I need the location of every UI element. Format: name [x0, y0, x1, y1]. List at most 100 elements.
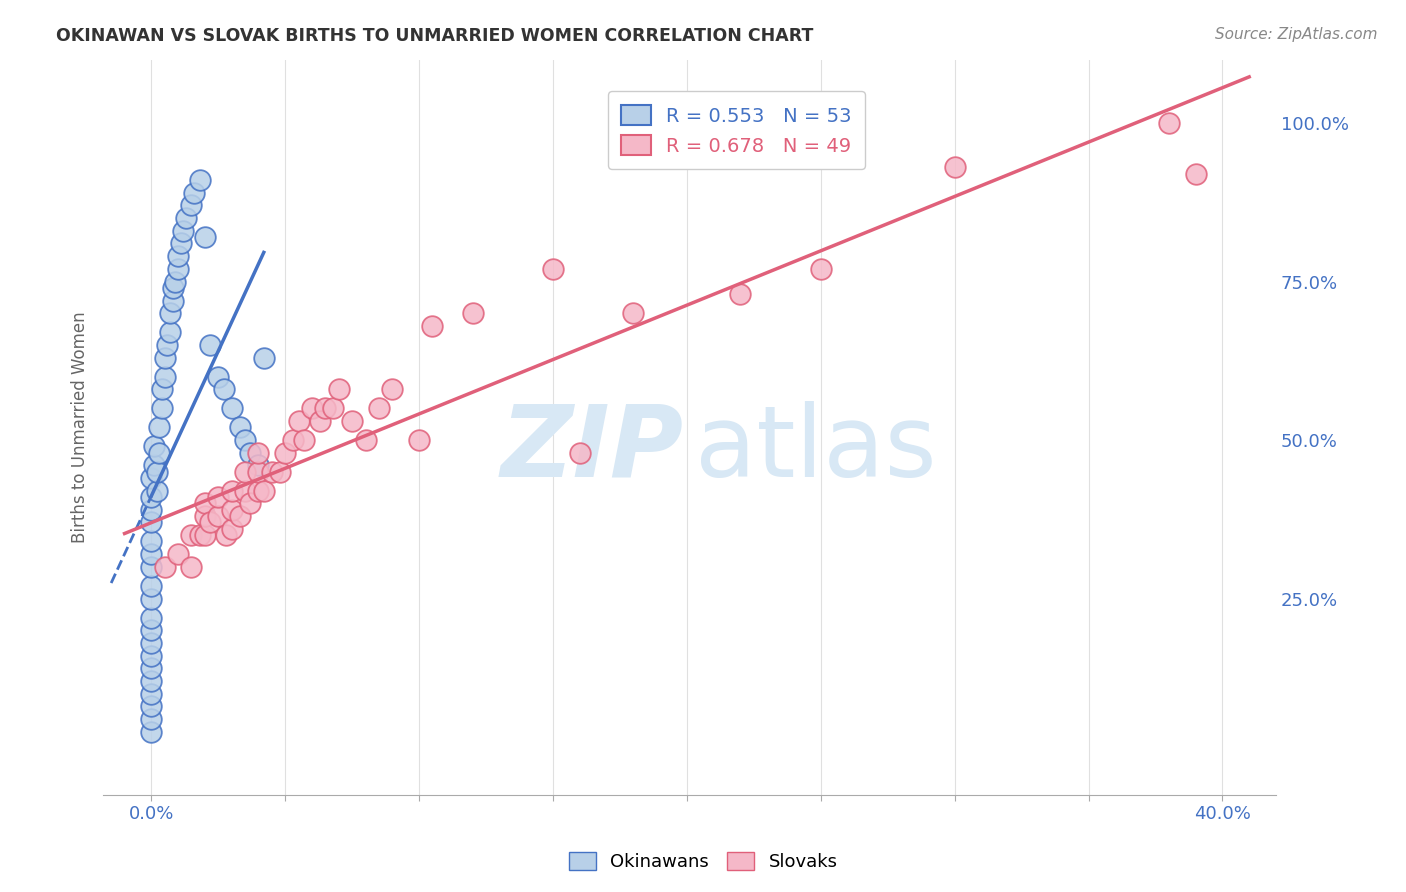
- Point: [408, 433, 430, 447]
- Point: [207, 369, 229, 384]
- Point: [247, 458, 270, 473]
- Point: [283, 433, 305, 447]
- Point: [207, 490, 229, 504]
- Point: [239, 496, 262, 510]
- Point: [247, 446, 270, 460]
- Point: [1184, 167, 1206, 181]
- Point: [162, 293, 184, 308]
- Point: [621, 306, 644, 320]
- Point: [212, 382, 235, 396]
- Point: [354, 433, 377, 447]
- Point: [194, 528, 217, 542]
- Point: [461, 306, 484, 320]
- Text: ZIP: ZIP: [501, 401, 683, 498]
- Text: OKINAWAN VS SLOVAK BIRTHS TO UNMARRIED WOMEN CORRELATION CHART: OKINAWAN VS SLOVAK BIRTHS TO UNMARRIED W…: [56, 27, 814, 45]
- Point: [233, 483, 256, 498]
- Point: [183, 186, 205, 200]
- Point: [141, 687, 163, 701]
- Point: [153, 351, 176, 365]
- Point: [159, 325, 181, 339]
- Point: [810, 261, 832, 276]
- Point: [141, 636, 163, 650]
- Point: [215, 528, 238, 542]
- Point: [162, 281, 184, 295]
- Point: [141, 661, 163, 675]
- Point: [269, 465, 291, 479]
- Point: [141, 648, 163, 663]
- Text: atlas: atlas: [696, 401, 936, 498]
- Point: [292, 433, 315, 447]
- Point: [228, 509, 250, 524]
- Point: [180, 528, 202, 542]
- Point: [143, 458, 166, 473]
- Point: [153, 559, 176, 574]
- Point: [141, 547, 163, 561]
- Point: [287, 414, 309, 428]
- Point: [194, 230, 217, 244]
- Point: [568, 446, 591, 460]
- Point: [148, 446, 170, 460]
- Point: [233, 433, 256, 447]
- Point: [322, 401, 344, 416]
- Point: [943, 161, 966, 175]
- Point: [141, 712, 163, 726]
- Point: [247, 483, 270, 498]
- Point: [253, 351, 276, 365]
- Point: [167, 249, 190, 263]
- Point: [188, 173, 211, 187]
- Point: [233, 465, 256, 479]
- Point: [228, 420, 250, 434]
- Point: [150, 382, 173, 396]
- Point: [141, 591, 163, 606]
- Point: [221, 522, 243, 536]
- Point: [340, 414, 363, 428]
- Point: [156, 338, 179, 352]
- Point: [541, 261, 564, 276]
- Point: [368, 401, 391, 416]
- Point: [309, 414, 332, 428]
- Point: [422, 318, 444, 333]
- Point: [274, 446, 297, 460]
- Point: [194, 496, 217, 510]
- Legend: R = 0.553   N = 53, R = 0.678   N = 49: R = 0.553 N = 53, R = 0.678 N = 49: [607, 91, 865, 169]
- Point: [194, 509, 217, 524]
- Point: [174, 211, 197, 226]
- Point: [1157, 116, 1180, 130]
- Point: [172, 224, 194, 238]
- Text: Source: ZipAtlas.com: Source: ZipAtlas.com: [1215, 27, 1378, 42]
- Point: [143, 439, 166, 453]
- Point: [141, 724, 163, 739]
- Point: [200, 516, 222, 530]
- Point: [260, 465, 283, 479]
- Point: [180, 559, 202, 574]
- Point: [145, 465, 167, 479]
- Point: [381, 382, 404, 396]
- Point: [141, 624, 163, 638]
- Point: [141, 610, 163, 624]
- Point: [141, 490, 163, 504]
- Point: [170, 236, 193, 251]
- Point: [167, 261, 190, 276]
- Point: [167, 547, 190, 561]
- Legend: Okinawans, Slovaks: Okinawans, Slovaks: [561, 845, 845, 879]
- Point: [180, 198, 202, 212]
- Point: [301, 401, 323, 416]
- Point: [730, 287, 752, 301]
- Point: [150, 401, 173, 416]
- Point: [221, 502, 243, 516]
- Point: [153, 369, 176, 384]
- Point: [159, 306, 181, 320]
- Point: [141, 534, 163, 549]
- Point: [188, 528, 211, 542]
- Point: [141, 516, 163, 530]
- Point: [141, 699, 163, 714]
- Point: [221, 483, 243, 498]
- Point: [148, 420, 170, 434]
- Point: [221, 401, 243, 416]
- Point: [141, 559, 163, 574]
- Point: [141, 579, 163, 593]
- Y-axis label: Births to Unmarried Women: Births to Unmarried Women: [72, 311, 89, 543]
- Point: [200, 338, 222, 352]
- Point: [141, 673, 163, 688]
- Point: [145, 483, 167, 498]
